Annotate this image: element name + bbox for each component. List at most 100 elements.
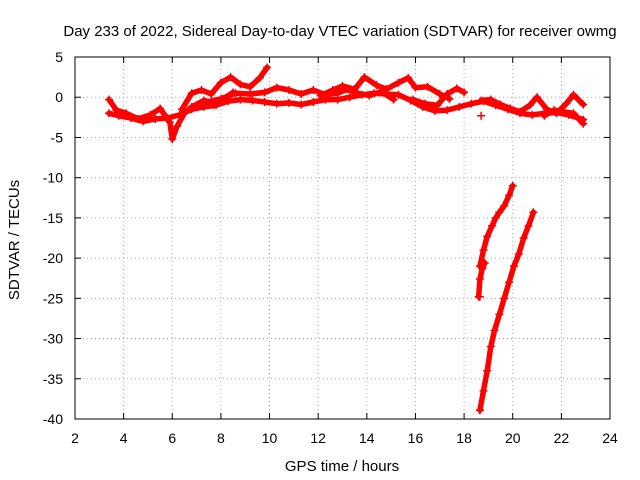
data-point bbox=[173, 122, 182, 131]
data-point bbox=[105, 109, 114, 118]
x-tick-label: 24 bbox=[602, 430, 618, 446]
data-point bbox=[216, 94, 225, 103]
data-point bbox=[486, 342, 495, 351]
data-point bbox=[479, 246, 488, 255]
y-tick-label: -30 bbox=[43, 331, 63, 347]
x-axis-label: GPS time / hours bbox=[285, 458, 399, 475]
data-point bbox=[404, 73, 413, 82]
grid bbox=[75, 57, 610, 419]
data-point bbox=[559, 107, 568, 116]
data-point bbox=[540, 111, 549, 120]
data-point bbox=[285, 85, 293, 94]
data-point bbox=[409, 95, 418, 104]
x-tick-label: 12 bbox=[310, 430, 326, 446]
chart-title: Day 233 of 2022, Sidereal Day-to-day VTE… bbox=[63, 23, 616, 40]
data-point bbox=[207, 90, 216, 99]
series-track-c bbox=[179, 64, 270, 113]
data-point bbox=[297, 100, 306, 109]
y-axis-label: SDTVAR / TECUs bbox=[6, 180, 23, 300]
data-point bbox=[382, 85, 391, 94]
data-point bbox=[248, 96, 257, 105]
data-point bbox=[508, 181, 517, 190]
y-tick-label: -5 bbox=[51, 129, 64, 145]
y-tick-label: -35 bbox=[43, 371, 63, 387]
series-track-d bbox=[203, 84, 397, 105]
series-track-g bbox=[478, 92, 587, 117]
data-point bbox=[309, 98, 318, 107]
y-tick-label: 5 bbox=[55, 49, 63, 65]
isolated-data-point bbox=[477, 111, 486, 120]
x-tick-label: 6 bbox=[168, 430, 176, 446]
data-point bbox=[178, 105, 186, 114]
data-point bbox=[486, 95, 495, 104]
data-point bbox=[105, 95, 114, 104]
data-point bbox=[433, 101, 442, 110]
data-point bbox=[328, 85, 337, 94]
data-point bbox=[389, 95, 398, 104]
data-point bbox=[360, 73, 369, 82]
x-tick-label: 18 bbox=[456, 430, 472, 446]
data-point bbox=[246, 90, 255, 99]
x-tick-label: 16 bbox=[408, 430, 424, 446]
data-point bbox=[180, 109, 189, 118]
data-point bbox=[260, 88, 269, 97]
data-point bbox=[423, 82, 432, 91]
data-point bbox=[272, 99, 281, 108]
x-tick-label: 2 bbox=[71, 430, 79, 446]
data-point bbox=[338, 81, 347, 90]
data-point bbox=[272, 83, 281, 92]
x-tick-label: 8 bbox=[217, 430, 225, 446]
data-point bbox=[445, 94, 454, 103]
data-point bbox=[550, 106, 559, 115]
data-point bbox=[122, 109, 131, 118]
x-tick-label: 10 bbox=[262, 430, 278, 446]
data-point bbox=[516, 107, 525, 116]
data-point bbox=[475, 275, 484, 284]
x-tick-label: 20 bbox=[505, 430, 521, 446]
data-point bbox=[506, 104, 515, 113]
isolated-data-point bbox=[475, 406, 484, 415]
data-point bbox=[562, 99, 571, 108]
data-point bbox=[316, 91, 325, 100]
data-point bbox=[187, 102, 196, 111]
data-point bbox=[579, 100, 588, 109]
data-point bbox=[255, 73, 264, 82]
data-point bbox=[569, 109, 578, 118]
data-point bbox=[467, 99, 476, 108]
y-tick-label: -15 bbox=[43, 210, 63, 226]
data-point bbox=[216, 78, 225, 87]
data-point bbox=[246, 82, 255, 91]
data-point bbox=[478, 264, 487, 273]
data-point bbox=[411, 83, 420, 92]
data-point bbox=[500, 201, 509, 210]
isolated-data-point bbox=[475, 292, 484, 301]
data-point bbox=[529, 208, 538, 217]
series-track-j bbox=[475, 260, 488, 300]
data-point bbox=[569, 90, 578, 99]
data-point bbox=[309, 85, 318, 94]
data-point bbox=[519, 234, 528, 242]
data-point bbox=[524, 221, 533, 230]
data-point bbox=[146, 110, 155, 119]
data-point bbox=[477, 96, 486, 105]
data-point bbox=[488, 221, 497, 230]
data-point bbox=[455, 102, 464, 111]
data-point bbox=[483, 232, 492, 241]
y-tick-label: -40 bbox=[43, 411, 63, 427]
data-point bbox=[134, 114, 143, 123]
data-point bbox=[187, 89, 196, 98]
data-point bbox=[500, 294, 509, 303]
data-point bbox=[505, 278, 514, 287]
x-tick-label: 4 bbox=[120, 430, 128, 446]
data-series bbox=[105, 63, 588, 415]
data-point bbox=[443, 106, 452, 115]
data-point bbox=[345, 93, 354, 102]
data-point bbox=[505, 191, 514, 200]
data-point bbox=[514, 250, 523, 259]
data-point bbox=[365, 91, 374, 100]
data-point bbox=[202, 98, 211, 107]
data-point bbox=[394, 78, 403, 87]
data-point bbox=[452, 84, 461, 93]
y-tick-label: -25 bbox=[43, 290, 63, 306]
